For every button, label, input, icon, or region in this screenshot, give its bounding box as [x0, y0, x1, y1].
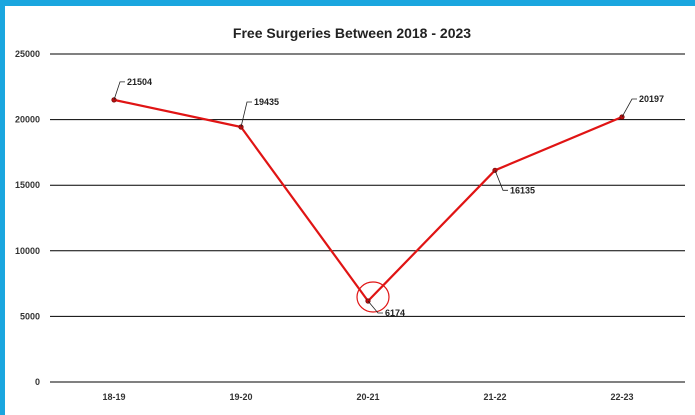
y-tick-label: 5000 [20, 311, 40, 321]
x-tick-label: 21-22 [483, 392, 506, 402]
data-label-leader [494, 170, 508, 191]
data-label-leader [113, 81, 125, 100]
x-tick-label: 18-19 [102, 392, 125, 402]
data-label: 16135 [510, 185, 535, 195]
x-axis: 18-19 19-20 20-21 21-22 22-23 [102, 392, 633, 402]
x-tick-label: 22-23 [610, 392, 633, 402]
data-label: 21504 [127, 77, 152, 87]
data-label: 19435 [254, 97, 279, 107]
y-tick-label: 0 [35, 377, 40, 387]
data-label: 6174 [385, 308, 405, 318]
highlight-circle [356, 281, 390, 313]
data-labels: 21504 19435 6174 16135 20197 [113, 77, 664, 318]
data-label-leader [367, 300, 383, 314]
data-label-leader [621, 98, 637, 118]
y-axis: 0 5000 10000 15000 20000 25000 [15, 49, 40, 387]
x-tick-label: 19-20 [229, 392, 252, 402]
x-tick-label: 20-21 [356, 392, 379, 402]
data-point [619, 114, 625, 120]
y-tick-label: 20000 [15, 115, 40, 125]
y-tick-label: 15000 [15, 180, 40, 190]
chart-title: Free Surgeries Between 2018 - 2023 [233, 25, 471, 41]
data-label-leader [240, 101, 252, 128]
data-series [111, 97, 625, 313]
data-label: 20197 [639, 94, 664, 104]
y-tick-label: 25000 [15, 49, 40, 59]
series-line [113, 98, 623, 303]
gridlines [50, 53, 685, 383]
y-tick-label: 10000 [15, 246, 40, 256]
